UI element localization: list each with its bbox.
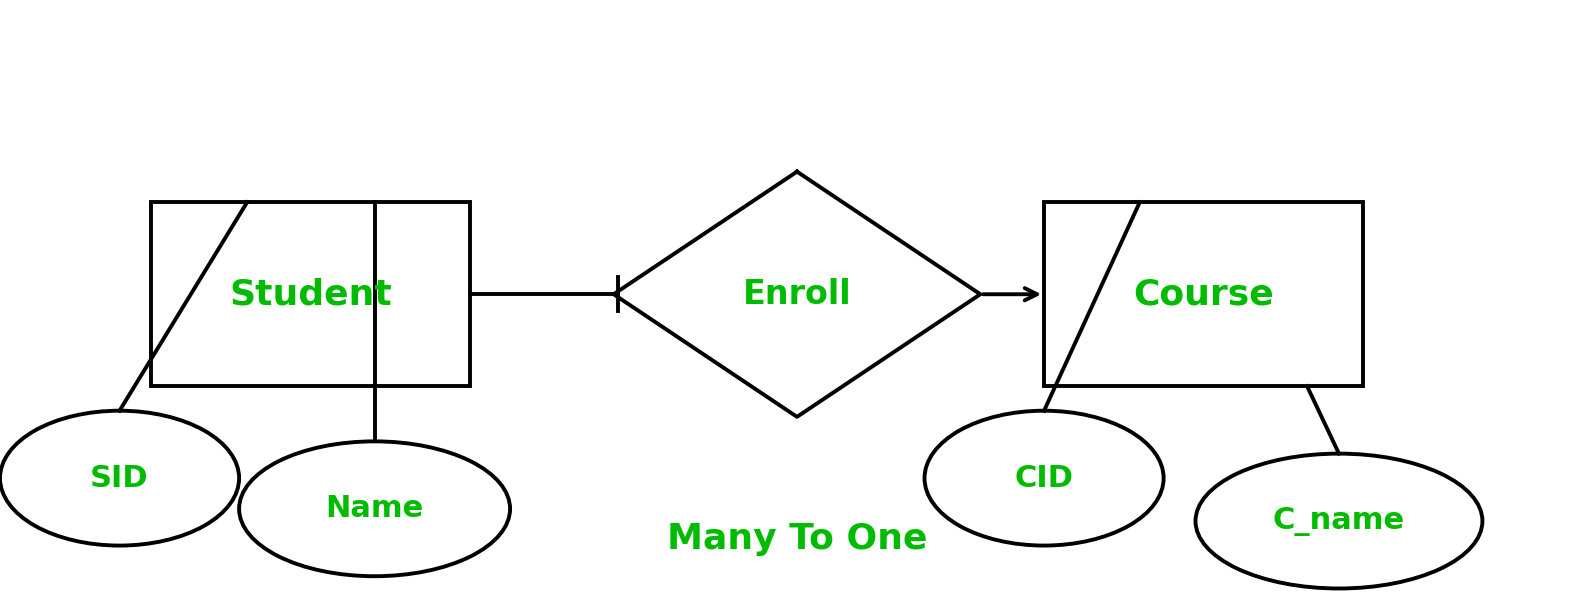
Ellipse shape — [239, 441, 510, 576]
Bar — [151, 202, 470, 386]
Text: Student: Student — [230, 277, 392, 311]
Text: SID: SID — [91, 463, 148, 493]
Text: CID: CID — [1014, 463, 1074, 493]
Text: Course: Course — [1133, 277, 1274, 311]
Text: Name: Name — [325, 494, 424, 524]
Ellipse shape — [0, 411, 239, 546]
Text: C_name: C_name — [1274, 506, 1404, 536]
Text: Many To One: Many To One — [666, 522, 928, 557]
Bar — [1044, 202, 1363, 386]
Ellipse shape — [925, 411, 1164, 546]
Text: Enroll: Enroll — [743, 278, 851, 311]
Ellipse shape — [1196, 454, 1482, 588]
